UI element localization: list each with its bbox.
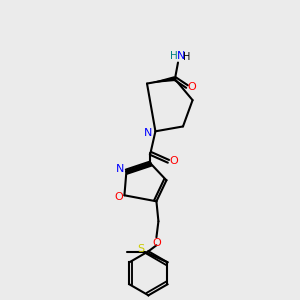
Text: N: N bbox=[144, 128, 153, 138]
Text: N: N bbox=[116, 164, 124, 174]
Text: S: S bbox=[137, 244, 144, 254]
Text: O: O bbox=[114, 192, 123, 202]
Text: H: H bbox=[183, 52, 191, 61]
Text: O: O bbox=[152, 238, 161, 248]
Text: O: O bbox=[188, 82, 196, 92]
Text: H: H bbox=[170, 51, 178, 61]
Text: O: O bbox=[169, 156, 178, 166]
Text: N: N bbox=[177, 51, 185, 61]
Polygon shape bbox=[147, 76, 176, 84]
